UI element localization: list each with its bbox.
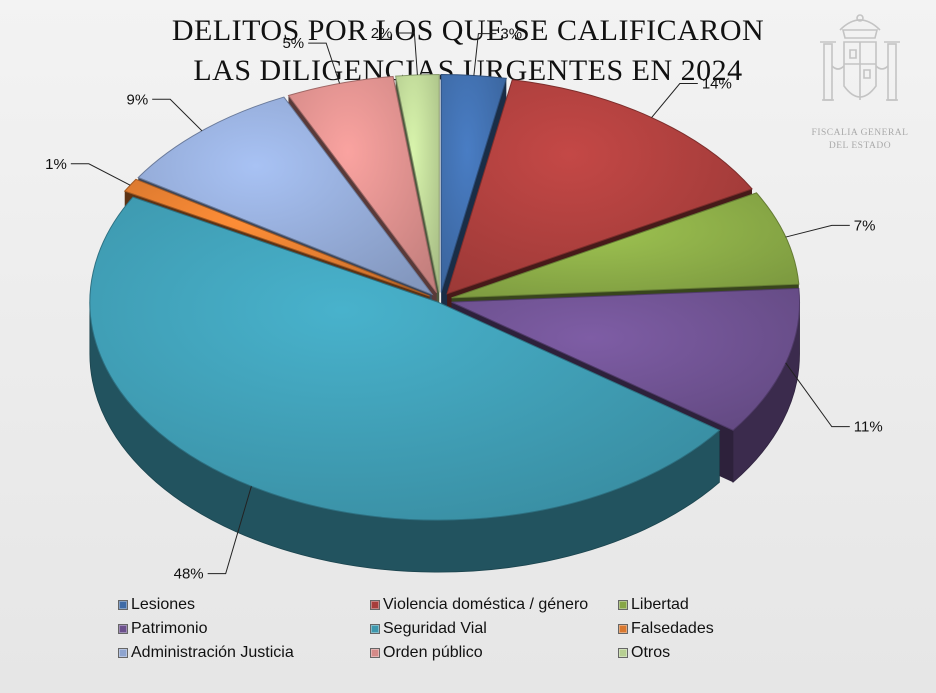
leader-line-1	[651, 83, 698, 118]
leader-line-5	[70, 163, 131, 186]
pie-slice-orden-p-blico	[287, 75, 438, 294]
legend-item-6: Administración Justicia	[118, 644, 294, 662]
leader-line-4	[207, 486, 252, 575]
legend-item-1: Violencia doméstica / género	[370, 596, 588, 614]
org-name-line2: DEL ESTADO	[828, 141, 892, 151]
pie-slice-lesiones	[440, 73, 507, 293]
legend-label-5: Falsedades	[631, 620, 714, 637]
leader-line-3	[785, 362, 850, 428]
legend-label-2: Libertad	[631, 596, 689, 613]
legend-swatch-7	[370, 648, 380, 658]
legend-swatch-8	[618, 648, 628, 658]
legend-item-2: Libertad	[618, 596, 689, 614]
royal-coat-of-arms-icon	[820, 14, 900, 101]
legend-label-7: Orden público	[383, 644, 483, 661]
legend-label-3: Patrimonio	[131, 620, 208, 637]
leader-line-6	[152, 98, 203, 132]
data-label-3: 11%	[854, 419, 883, 436]
data-label-1: 14%	[702, 76, 732, 93]
legend-item-7: Orden público	[370, 644, 483, 662]
chart-title-line1: DELITOS POR LOS QUE SE CALIFICARON	[171, 14, 765, 47]
legend-label-8: Otros	[631, 644, 671, 661]
leader-line-2	[785, 224, 850, 238]
data-label-0: 3%	[500, 26, 522, 43]
legend-label-6: Administración Justicia	[131, 644, 294, 661]
data-label-5: 1%	[45, 156, 67, 173]
legend-item-5: Falsedades	[618, 620, 714, 638]
data-label-2: 7%	[854, 217, 876, 234]
legend-swatch-5	[618, 624, 628, 634]
leader-line-8	[396, 32, 418, 75]
data-label-4: 48%	[174, 566, 204, 583]
data-label-6: 9%	[126, 91, 148, 108]
data-label-7: 5%	[282, 35, 304, 52]
legend-label-1: Violencia doméstica / género	[383, 596, 589, 613]
legend-item-8: Otros	[618, 644, 670, 662]
legend-item-3: Patrimonio	[118, 620, 207, 638]
pie-slice-violencia-dom-stica-g-nero	[446, 79, 753, 295]
leader-line-7	[308, 42, 341, 84]
data-label-8: 2%	[371, 25, 393, 42]
pie-slice-libertad	[451, 192, 800, 299]
pie-slice-otros	[395, 73, 440, 293]
legend-label-0: Lesiones	[131, 596, 196, 613]
legend-item-0: Lesiones	[118, 596, 195, 614]
org-name-line1: FISCALIA GENERAL	[811, 128, 909, 138]
legend-swatch-2	[618, 600, 628, 610]
pie-slice-patrimonio	[451, 287, 800, 431]
legend-swatch-3	[118, 624, 128, 634]
legend-swatch-1	[370, 600, 380, 610]
legend-item-4: Seguridad Vial	[370, 620, 487, 638]
legend-swatch-4	[370, 624, 380, 634]
leader-line-0	[473, 33, 497, 76]
pie-slice-administraci-n-justicia	[137, 96, 434, 296]
legend-swatch-6	[118, 648, 128, 658]
legend-label-4: Seguridad Vial	[383, 620, 487, 637]
legend-swatch-0	[118, 600, 128, 610]
